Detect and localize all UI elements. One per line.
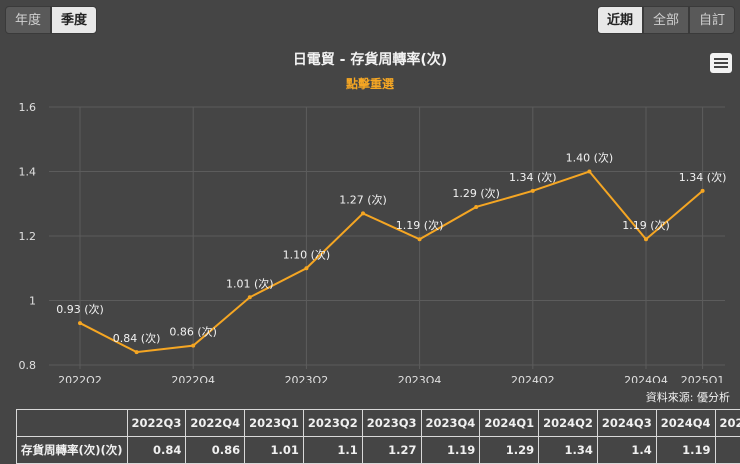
data-label: 1.27 (次) [339, 192, 387, 206]
table-column-header: 2024Q2 [538, 409, 598, 437]
data-point[interactable] [134, 350, 139, 355]
data-point[interactable] [644, 237, 648, 242]
table-column-header: 2023Q3 [361, 409, 422, 437]
y-tick-label: 1.6 [19, 101, 37, 114]
data-table: 2022Q3 2022Q4 2023Q1 2023Q2 2023Q3 2023Q4 2024… [16, 409, 740, 464]
table-cell: 1.19 [655, 436, 716, 464]
x-tick-label: 2022Q2 [58, 374, 102, 383]
table-header-row: 2022Q3 2022Q4 2023Q1 2023Q2 2023Q3 2023Q4 2024… [16, 409, 740, 437]
chart-menu-icon[interactable] [710, 53, 732, 73]
chart-subtitle[interactable]: 點擊重選 [346, 76, 394, 91]
table-column-header: 2023Q4 [420, 409, 481, 437]
table-cell: 0.84 [126, 436, 187, 464]
data-label: 1.01 (次) [226, 276, 274, 290]
data-label: 1.40 (次) [566, 151, 614, 165]
data-label: 1.34 (次) [679, 170, 727, 184]
table-cell: 1.4 [596, 436, 657, 464]
table-column-header: 2023Q1 [244, 409, 304, 437]
data-label: 0.84 (次) [113, 331, 161, 345]
y-tick-label: 1 [29, 295, 36, 308]
line-chart: 日電貿 - 存貨周轉率(次) 點擊重選 0.8 1 1.2 1.4 1.6 2022Q2… [19, 51, 727, 383]
data-point[interactable] [530, 188, 535, 193]
custom-button[interactable]: 自訂 [688, 6, 735, 34]
range-toggle: 近期 全部 自訂 [596, 6, 735, 34]
table-column-header: 2023Q2 [302, 409, 363, 437]
annual-button[interactable]: 年度 [5, 6, 52, 34]
table-cell: 1.34 [714, 436, 740, 464]
data-label: 0.86 (次) [169, 325, 217, 339]
data-label: 1.29 (次) [452, 186, 500, 200]
data-label: 1.19 (次) [622, 218, 670, 232]
data-point[interactable] [191, 343, 196, 348]
data-point[interactable] [417, 237, 422, 242]
y-tick-label: 1.4 [19, 166, 37, 179]
table-cell: 1.01 [244, 436, 304, 464]
data-point[interactable] [78, 321, 82, 326]
x-tick-label: 2024Q2 [511, 374, 555, 383]
x-tick-label: 2025Q1 [681, 374, 725, 383]
x-tick-label: 2023Q2 [285, 374, 329, 383]
recent-button[interactable]: 近期 [596, 6, 643, 34]
table-cell: 1.29 [479, 436, 540, 464]
y-tick-label: 0.8 [19, 359, 37, 372]
data-point[interactable] [587, 169, 592, 174]
quarterly-button[interactable]: 季度 [51, 6, 98, 34]
table-column-header: 2024Q1 [479, 409, 540, 437]
series-line [79, 170, 704, 354]
data-point[interactable] [304, 266, 309, 271]
table-cell: 1.34 [538, 436, 598, 464]
chart-title: 日電貿 - 存貨周轉率(次) [293, 51, 447, 68]
data-label: 1.19 (次) [396, 218, 444, 232]
table-cell: 1.19 [420, 436, 481, 464]
data-label: 0.93 (次) [56, 302, 104, 316]
data-point[interactable] [247, 295, 252, 300]
x-tick-label: 2022Q4 [171, 374, 215, 383]
table-column-header: 2022Q4 [185, 409, 246, 437]
data-point[interactable] [361, 211, 365, 216]
table-column-header: 2024Q4 [655, 409, 716, 437]
table-column-header: 2025Q1 [714, 409, 740, 437]
table-cell: 1.1 [302, 436, 363, 464]
y-tick-label: 1.2 [19, 230, 37, 243]
period-toggle: 年度 季度 [5, 6, 98, 34]
data-source: 資料來源: 優分析 [645, 391, 730, 404]
x-tick-label: 2024Q4 [624, 374, 668, 383]
table-cell: 1.27 [361, 436, 422, 464]
table-corner-cell [16, 409, 128, 437]
table-row: 存貨周轉率(次)(次) 0.84 0.86 1.01 1.1 1.27 1.19 1.29 1… [16, 436, 740, 464]
table-column-header: 2022Q3 [126, 409, 187, 437]
table-cell: 0.86 [185, 436, 246, 464]
table-column-header: 2024Q3 [596, 409, 657, 437]
data-point[interactable] [474, 204, 479, 209]
x-tick-label: 2023Q4 [398, 374, 442, 383]
data-label: 1.34 (次) [509, 170, 557, 184]
table-row-label: 存貨周轉率(次)(次) [16, 436, 128, 464]
all-button[interactable]: 全部 [642, 6, 689, 34]
data-label: 1.10 (次) [283, 247, 331, 261]
data-point[interactable] [700, 188, 705, 193]
